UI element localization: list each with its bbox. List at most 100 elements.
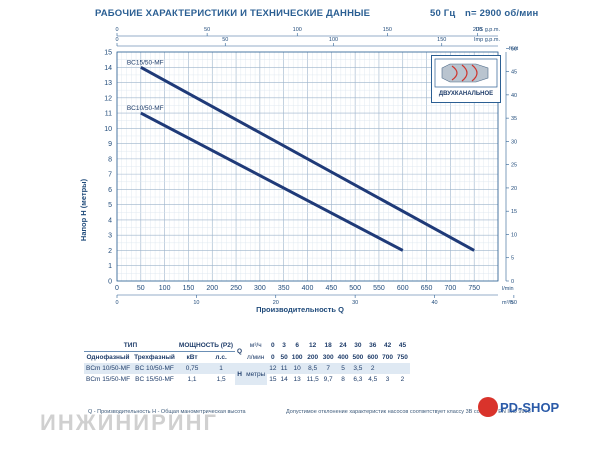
impeller-icon [434, 58, 498, 88]
table-cell: 400 [337, 353, 349, 361]
table-cell: 14 [280, 376, 288, 383]
y-tick-label: 3 [108, 233, 112, 240]
m3h-tick-label: 20 [273, 300, 279, 306]
y-tick-label: 7 [108, 172, 112, 179]
table-cell [380, 363, 395, 374]
table-cell: BC 10/50-MF [135, 365, 174, 372]
table-cell: 11,5 [306, 376, 319, 383]
table-cell: 12 [309, 342, 317, 350]
feet-unit-label: feet [509, 46, 519, 52]
y-tick-label: 9 [108, 141, 112, 148]
table-cell: BCm 10/50-MF [86, 365, 131, 372]
single-phase-header: Однофазный [86, 354, 130, 361]
x-tick-label: 350 [278, 285, 290, 292]
table-cell: 3 [385, 376, 390, 383]
table-cell: 6,3 [353, 376, 363, 383]
series-line [140, 111, 404, 252]
x-tick-label: 500 [349, 285, 361, 292]
impgpm-unit-label: Imp g.p.m. [474, 37, 500, 43]
y-tick-label: 12 [104, 95, 112, 102]
table-row: BCm 10/50-MF BC 10/50-MF 0,75 1 H метры … [84, 363, 410, 378]
x-tick-label: 550 [373, 285, 385, 292]
x-tick-label: 50 [137, 285, 145, 292]
y-tick-label: 15 [104, 50, 112, 57]
x-tick-label: 100 [159, 285, 171, 292]
table-cell: BC 15/50-MF [135, 376, 174, 383]
impeller-label: ДВУХКАНАЛЬНОЕ [438, 91, 494, 97]
x-unit-label: l/min [502, 286, 514, 292]
table-cell: 50 [280, 353, 288, 361]
x-tick-label: 650 [421, 285, 433, 292]
q-unit-m3h: м³/ч [249, 342, 262, 350]
table-cell: 12 [269, 365, 277, 372]
usgpm-tick-label: 150 [383, 27, 392, 33]
q-unit-lmin: л/мин [247, 353, 265, 361]
table-cell: 1,1 [187, 376, 197, 383]
hp-header: л.с. [215, 354, 227, 361]
table-cell: 15 [269, 376, 277, 383]
y-tick-label: 8 [108, 156, 112, 163]
feet-tick-label: 40 [511, 93, 517, 99]
y-tick-label: 4 [108, 217, 112, 224]
m3h-tick-label: 10 [193, 300, 199, 306]
watermark-right: PD-SHOP [500, 400, 560, 415]
table-header-row: ТИП МОЩНОСТЬ (P2) Q м³/ч 0 3 6 12 18 24 … [84, 340, 410, 355]
table-cell: 8,5 [308, 365, 318, 372]
x-tick-label: 750 [468, 285, 480, 292]
feet-tick-label: 5 [511, 256, 514, 262]
table-row: BCm 15/50-MF BC 15/50-MF 1,1 1,5 15 14 1… [84, 374, 410, 385]
series-line [140, 65, 475, 252]
table-cell: 1 [219, 365, 223, 372]
y-axis-label: Напор H (метры) [79, 178, 88, 241]
impgpm-tick-label: 0 [115, 37, 118, 43]
table-cell: 0,75 [185, 365, 199, 372]
series-label: BC10/50-MF [127, 105, 164, 112]
table-cell: 100 [291, 353, 303, 361]
kw-header: кВт [186, 354, 198, 361]
chart-title: РАБОЧИЕ ХАРАКТЕРИСТИКИ И ТЕХНИЧЕСКИЕ ДАН… [95, 8, 371, 19]
impgpm-tick-label: 150 [437, 37, 446, 43]
feet-tick-label: 35 [511, 116, 517, 122]
table-cell: 4,5 [368, 376, 378, 383]
watermark-logo-icon [478, 397, 498, 417]
feet-tick-label: 15 [511, 209, 517, 215]
y-tick-label: 13 [104, 80, 112, 87]
table-cell: 24 [339, 342, 347, 350]
x-axis-label: Производительность Q [256, 305, 344, 314]
three-phase-header: Трехфазный [134, 354, 175, 361]
m3h-unit-label: m³/h [502, 300, 513, 306]
table-cell: 500 [352, 353, 364, 361]
table-cell: 30 [354, 342, 362, 350]
series: BC15/50-MF BC10/50-MF [127, 59, 475, 252]
table-cell: 3 [282, 342, 286, 350]
x-tick-label: 300 [254, 285, 266, 292]
table-cell: 0 [271, 342, 275, 350]
footer-note-right: Допустимое отклонение характеристик насо… [286, 409, 531, 415]
table-cell: 18 [324, 342, 332, 350]
y-tick-label: 11 [105, 111, 112, 118]
feet-tick-label: 10 [511, 232, 517, 238]
speed-label: n= 2900 об/мин [465, 8, 539, 19]
m3h-tick-label: 0 [115, 300, 118, 306]
table-cell: 1,5 [216, 376, 226, 383]
table-cell: 750 [397, 353, 408, 361]
table-cell: 600 [367, 353, 379, 361]
y-tick-label: 0 [108, 279, 112, 286]
table-header-row: Однофазный Трехфазный кВт л.с. л/мин 0 5… [84, 352, 410, 364]
table-cell: 9,7 [323, 376, 333, 383]
feet-tick-label: 0 [511, 279, 514, 285]
y-tick-label: 1 [108, 263, 112, 270]
feet-tick-label: 25 [511, 163, 517, 169]
table-cell: 5 [341, 365, 345, 372]
table-cell: 700 [382, 353, 394, 361]
table-cell: 7 [326, 365, 330, 372]
series-label: BC15/50-MF [127, 59, 164, 66]
table-cell: 0 [271, 353, 275, 361]
x-tick-label: 400 [302, 285, 314, 292]
usgpm-tick-label: 100 [293, 27, 302, 33]
table-cell: 6 [295, 342, 299, 350]
table-cell: 45 [398, 342, 407, 350]
y-tick-label: 2 [108, 248, 112, 255]
